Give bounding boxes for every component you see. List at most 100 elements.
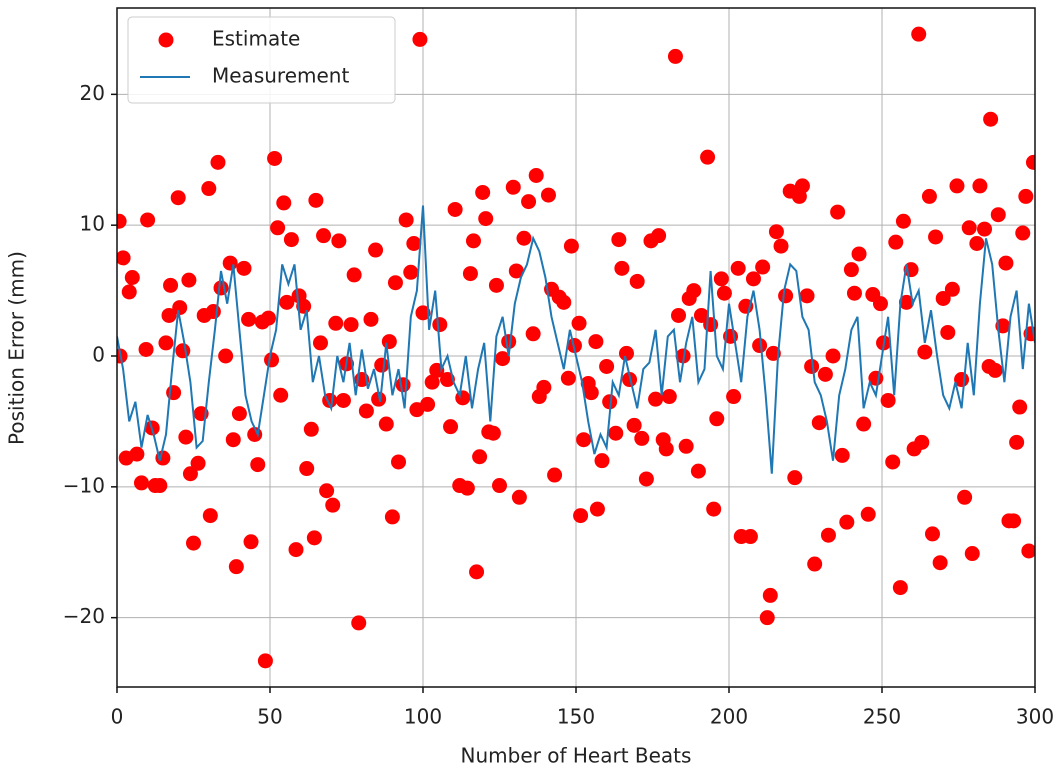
- estimate-point: [935, 290, 951, 306]
- estimate-point: [817, 366, 833, 382]
- estimate-point: [270, 220, 286, 236]
- estimate-point: [700, 149, 716, 165]
- estimate-point: [626, 417, 642, 433]
- x-axis-label: Number of Heart Beats: [461, 744, 692, 768]
- estimate-point: [599, 358, 615, 374]
- estimate-point: [129, 446, 145, 462]
- estimate-point: [560, 370, 576, 386]
- estimate-point: [602, 394, 618, 410]
- estimate-point: [140, 212, 156, 228]
- estimate-point: [403, 264, 419, 280]
- estimate-point: [371, 391, 387, 407]
- estimate-point: [820, 527, 836, 543]
- estimate-point: [374, 357, 390, 373]
- estimate-point: [260, 310, 276, 326]
- estimate-point: [944, 281, 960, 297]
- estimate-point: [225, 432, 241, 448]
- estimate-point: [465, 233, 481, 249]
- estimate-point: [343, 317, 359, 333]
- estimate-point: [693, 307, 709, 323]
- estimate-point: [794, 178, 810, 194]
- estimate-point: [250, 457, 266, 473]
- estimate-point: [834, 447, 850, 463]
- estimate-point: [351, 615, 367, 631]
- estimate-point: [571, 315, 587, 331]
- estimate-point: [921, 188, 937, 204]
- estimate-point: [895, 213, 911, 229]
- estimate-point: [658, 441, 674, 457]
- estimate-point: [138, 341, 154, 357]
- y-tick-label: −20: [63, 604, 105, 628]
- estimate-point: [846, 285, 862, 301]
- estimate-point: [949, 178, 965, 194]
- estimate-point: [1009, 434, 1025, 450]
- estimate-point: [830, 204, 846, 220]
- estimate-point: [1018, 188, 1034, 204]
- x-tick-label: 300: [1016, 705, 1054, 729]
- estimate-point: [528, 167, 544, 183]
- estimate-point: [415, 305, 431, 321]
- estimate-point: [742, 529, 758, 545]
- estimate-point: [860, 506, 876, 522]
- estimate-point: [501, 334, 517, 350]
- estimate-point: [511, 489, 527, 505]
- estimate-point: [969, 235, 985, 251]
- estimate-point: [312, 335, 328, 351]
- estimate-point: [202, 508, 218, 524]
- estimate-point: [166, 385, 182, 401]
- estimate-point: [521, 194, 537, 210]
- estimate-point: [273, 387, 289, 403]
- estimate-point: [726, 389, 742, 405]
- estimate-point: [306, 530, 322, 546]
- estimate-point: [709, 411, 725, 427]
- estimate-point: [977, 221, 993, 237]
- estimate-point: [443, 419, 459, 435]
- estimate-point: [888, 234, 904, 250]
- estimate-point: [158, 335, 174, 351]
- estimate-point: [675, 348, 691, 364]
- estimate-point: [961, 220, 977, 236]
- estimate-point: [296, 298, 312, 314]
- estimate-point: [525, 326, 541, 342]
- estimate-point: [378, 416, 394, 432]
- estimate-point: [201, 181, 217, 197]
- estimate-point: [283, 232, 299, 248]
- estimate-point: [924, 526, 940, 542]
- estimate-point: [346, 267, 362, 283]
- estimate-point: [940, 324, 956, 340]
- estimate-point: [161, 307, 177, 323]
- estimate-point: [505, 179, 521, 195]
- estimate-point: [205, 304, 221, 320]
- legend-box: [127, 16, 396, 104]
- estimate-point: [686, 283, 702, 299]
- estimate-point: [475, 184, 491, 200]
- estimate-point: [133, 475, 149, 491]
- estimate-point: [462, 266, 478, 282]
- estimate-point: [182, 466, 198, 482]
- estimate-point: [303, 421, 319, 437]
- estimate-point: [556, 294, 572, 310]
- estimate-point: [839, 514, 855, 530]
- estimate-point: [547, 467, 563, 483]
- estimate-point: [472, 449, 488, 465]
- y-tick-label: 20: [80, 81, 105, 105]
- x-tick-label: 0: [111, 705, 124, 729]
- estimate-point: [222, 255, 238, 271]
- estimate-point: [811, 415, 827, 431]
- estimate-point: [328, 315, 344, 331]
- estimate-point: [573, 508, 589, 524]
- estimate-point: [316, 228, 332, 244]
- estimate-point: [1006, 513, 1022, 529]
- estimate-point: [998, 255, 1014, 271]
- estimate-point: [163, 277, 179, 293]
- estimate-point: [398, 212, 414, 228]
- estimate-point: [406, 235, 422, 251]
- estimate-point: [485, 425, 501, 441]
- estimate-point: [1021, 543, 1035, 559]
- estimate-point: [412, 31, 428, 47]
- estimate-point: [594, 453, 610, 469]
- estimate-point: [228, 559, 244, 575]
- estimate-point: [588, 334, 604, 350]
- estimate-point: [799, 288, 815, 304]
